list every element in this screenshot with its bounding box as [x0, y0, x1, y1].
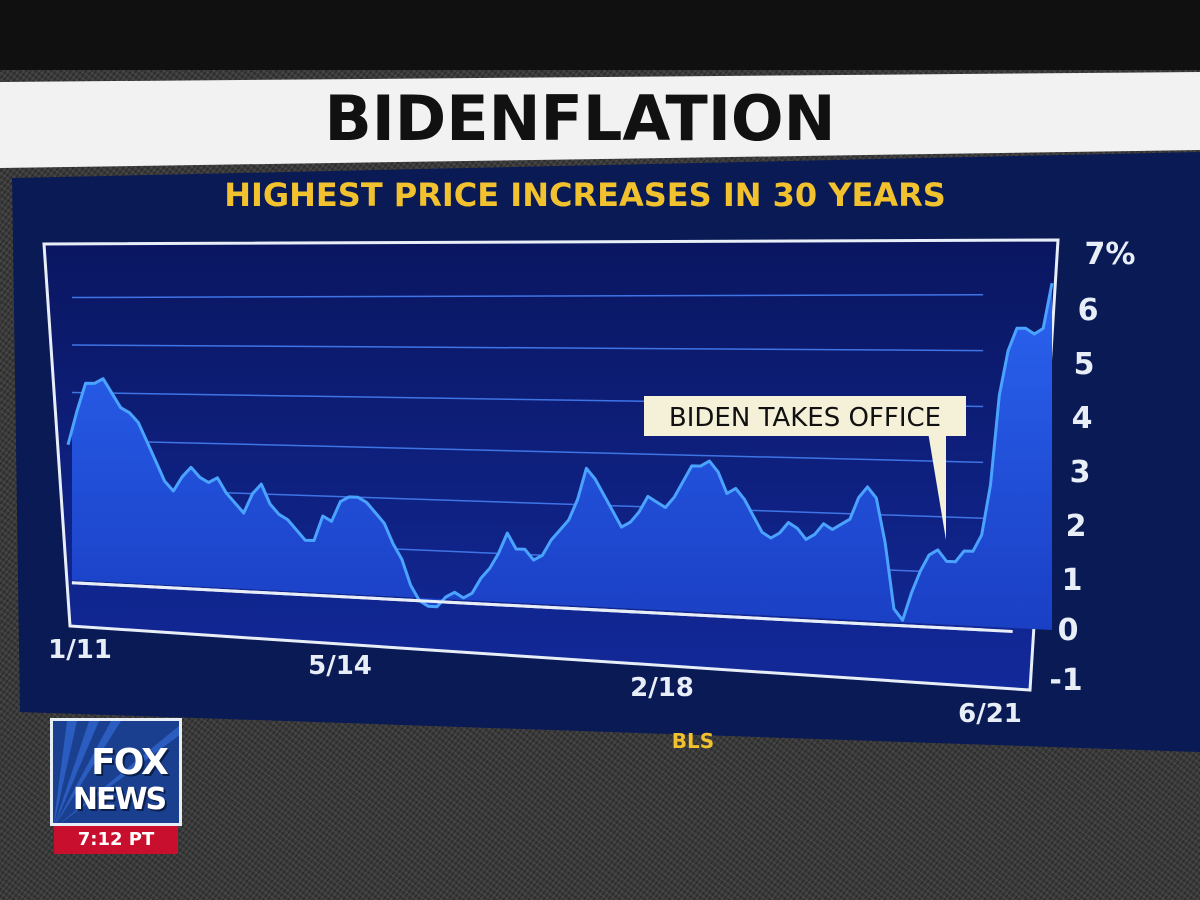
annotation-pointer: [928, 432, 946, 540]
x-tick-label: 5/14: [308, 651, 372, 681]
source-label: BLS: [672, 729, 714, 753]
logo-rays-icon: [53, 721, 179, 823]
gridline: [71, 293, 984, 299]
gridline: [71, 344, 984, 352]
y-tick-label: 5: [1074, 347, 1095, 382]
zero-baseline-overlay: [71, 581, 1013, 633]
graphic-subtitle: HIGHEST PRICE INCREASES IN 30 YEARS: [224, 176, 946, 214]
tv-bezel: [0, 0, 1200, 70]
x-tick-label: 1/11: [48, 635, 112, 665]
plot-area: [66, 282, 1054, 633]
y-tick-label: 2: [1066, 509, 1087, 544]
y-tick-label: 0: [1058, 613, 1079, 648]
annotation-label: BIDEN TAKES OFFICE: [669, 403, 941, 433]
gridline: [71, 439, 984, 464]
y-tick-label: 6: [1078, 293, 1099, 328]
y-tick-label: -1: [1049, 663, 1082, 698]
logo-fox-text: FOX: [91, 742, 169, 783]
graphic-title: BIDENFLATION: [324, 82, 835, 155]
fox-news-box: FOX NEWS: [50, 718, 182, 826]
y-tick-label: 7%: [1085, 237, 1136, 272]
x-tick-label: 2/18: [630, 673, 694, 703]
logo-news-text: NEWS: [72, 782, 167, 817]
annotation-box: [644, 396, 966, 436]
title-band: [0, 72, 1200, 168]
x-tick-label: 6/21: [958, 699, 1022, 729]
axis-ticks: 7% 6 5 4 3 2 1 0 -1 1/11 5/14 2/18 6/21: [48, 237, 1135, 729]
y-tick-label: 3: [1070, 455, 1091, 490]
broadcast-time: 7:12 PT: [54, 826, 178, 854]
y-tick-label: 1: [1062, 563, 1083, 598]
y-tick-label: 4: [1072, 401, 1093, 436]
series-line: [66, 282, 1054, 622]
fox-news-logo: FOX NEWS 7:12 PT: [50, 718, 182, 858]
series-area: [72, 283, 1052, 630]
annotation-callout: BIDEN TAKES OFFICE: [644, 396, 966, 540]
